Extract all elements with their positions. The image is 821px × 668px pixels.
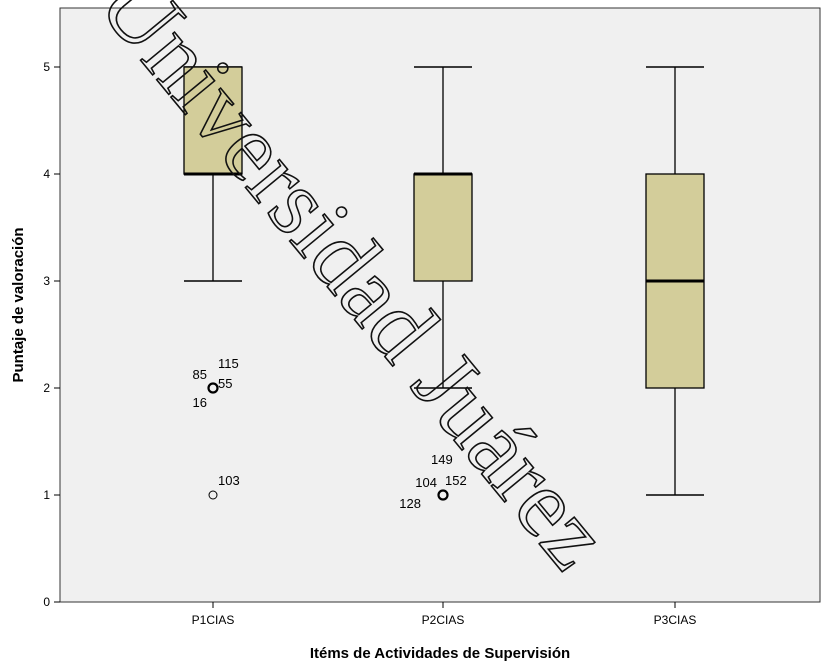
outlier-label: 104 [415, 475, 437, 490]
y-tick-label: 1 [43, 488, 50, 502]
y-tick-label: 3 [43, 274, 50, 288]
outlier-point [208, 490, 218, 500]
y-tick-label: 4 [43, 167, 50, 181]
outlier-label: 85 [193, 367, 207, 382]
box-p1cias [183, 66, 243, 175]
box-p2cias [413, 173, 473, 282]
y-tick-label: 0 [43, 595, 50, 609]
outlier-label: 128 [399, 496, 421, 511]
y-axis-title: Puntaje de valoración [10, 227, 27, 382]
x-tick-label: P1CIAS [192, 613, 235, 627]
outlier-label: 152 [445, 473, 467, 488]
x-tick-label: P3CIAS [654, 613, 697, 627]
x-tick-label: P2CIAS [422, 613, 465, 627]
chart-marks: 0 1 2 3 4 5 P1CIAS P2CIAS P3CIAS 115 85 55 16 103 149 1… [43, 60, 705, 627]
outlier-label: 149 [431, 452, 453, 467]
y-tick-label: 2 [43, 381, 50, 395]
outlier-point [437, 489, 449, 501]
outlier-point [207, 382, 219, 394]
outlier-label: 103 [218, 473, 240, 488]
x-axis-title: Itéms de Actividades de Supervisión [310, 645, 570, 662]
outlier-label: 55 [218, 376, 232, 391]
y-tick-label: 5 [43, 60, 50, 74]
outlier-label: 16 [193, 395, 207, 410]
outlier-label: 115 [218, 356, 239, 371]
